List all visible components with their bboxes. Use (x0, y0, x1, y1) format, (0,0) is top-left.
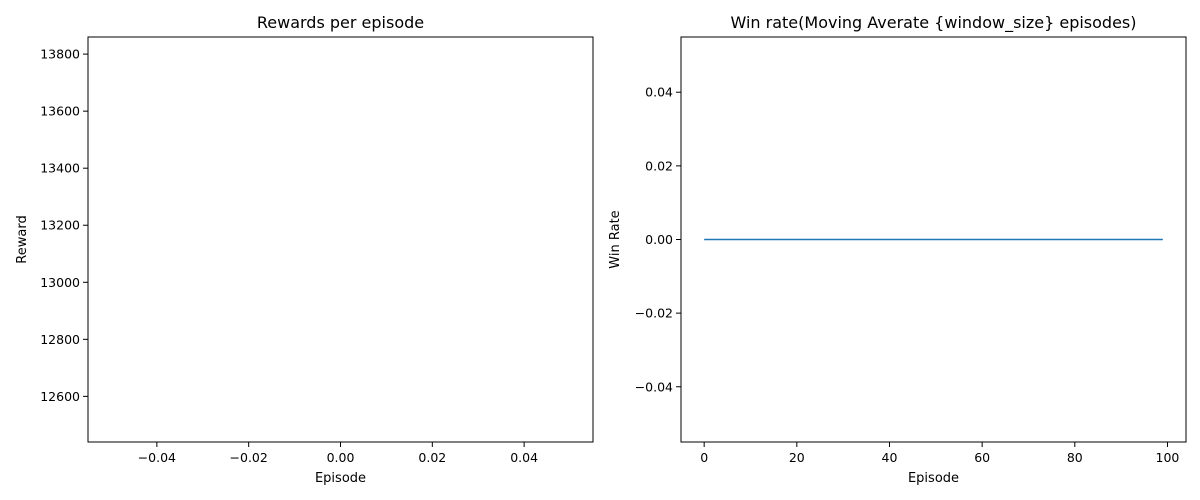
reward-x-axis-label: Episode (315, 471, 366, 486)
winrate-y-tick-label: −0.02 (635, 306, 673, 321)
winrate-x-tick-label: 40 (882, 450, 898, 465)
reward-x-tick-label: −0.04 (138, 450, 176, 465)
reward-y-tick-label: 13800 (40, 47, 80, 62)
reward-y-tick-label: 13000 (40, 275, 80, 290)
winrate-y-axis-label: Win Rate (608, 210, 623, 268)
reward-ticks: −0.04 −0.02 0.00 0.02 0.04 12600 12800 13000 132… (40, 47, 538, 465)
winrate-x-tick-label: 20 (789, 450, 805, 465)
winrate-x-axis-label: Episode (908, 471, 959, 486)
winrate-x-tick-label: 60 (974, 450, 990, 465)
reward-y-tick-label: 12600 (40, 389, 80, 404)
reward-y-tick-label: 13600 (40, 104, 80, 119)
reward-x-tick-label: 0.00 (327, 450, 355, 465)
winrate-chart: Win rate(Moving Averate {window_size} ep… (608, 13, 1187, 486)
reward-y-tick-label: 13200 (40, 218, 80, 233)
reward-plot-area (87, 36, 594, 443)
reward-x-tick-label: 0.02 (418, 450, 446, 465)
winrate-x-tick-label: 0 (700, 450, 708, 465)
reward-x-tick-label: −0.02 (230, 450, 268, 465)
winrate-y-tick-label: −0.04 (635, 379, 673, 394)
winrate-y-tick-label: 0.04 (645, 85, 673, 100)
reward-x-tick-label: 0.04 (510, 450, 538, 465)
reward-y-tick-label: 12800 (40, 332, 80, 347)
winrate-y-tick-label: 0.02 (645, 158, 673, 173)
reward-y-axis-label: Reward (15, 215, 30, 263)
reward-chart-title: Rewards per episode (257, 13, 424, 32)
reward-chart: Rewards per episode Episode Reward −0.04… (15, 13, 594, 486)
winrate-y-tick-label: 0.00 (645, 232, 673, 247)
winrate-x-tick-label: 100 (1156, 450, 1180, 465)
winrate-x-tick-label: 80 (1067, 450, 1083, 465)
reward-y-tick-label: 13400 (40, 161, 80, 176)
winrate-ticks: 0 20 40 60 80 100 −0.04 −0.02 0.00 0.02 0.04 (635, 85, 1180, 465)
winrate-chart-title: Win rate(Moving Averate {window_size} ep… (731, 13, 1137, 33)
